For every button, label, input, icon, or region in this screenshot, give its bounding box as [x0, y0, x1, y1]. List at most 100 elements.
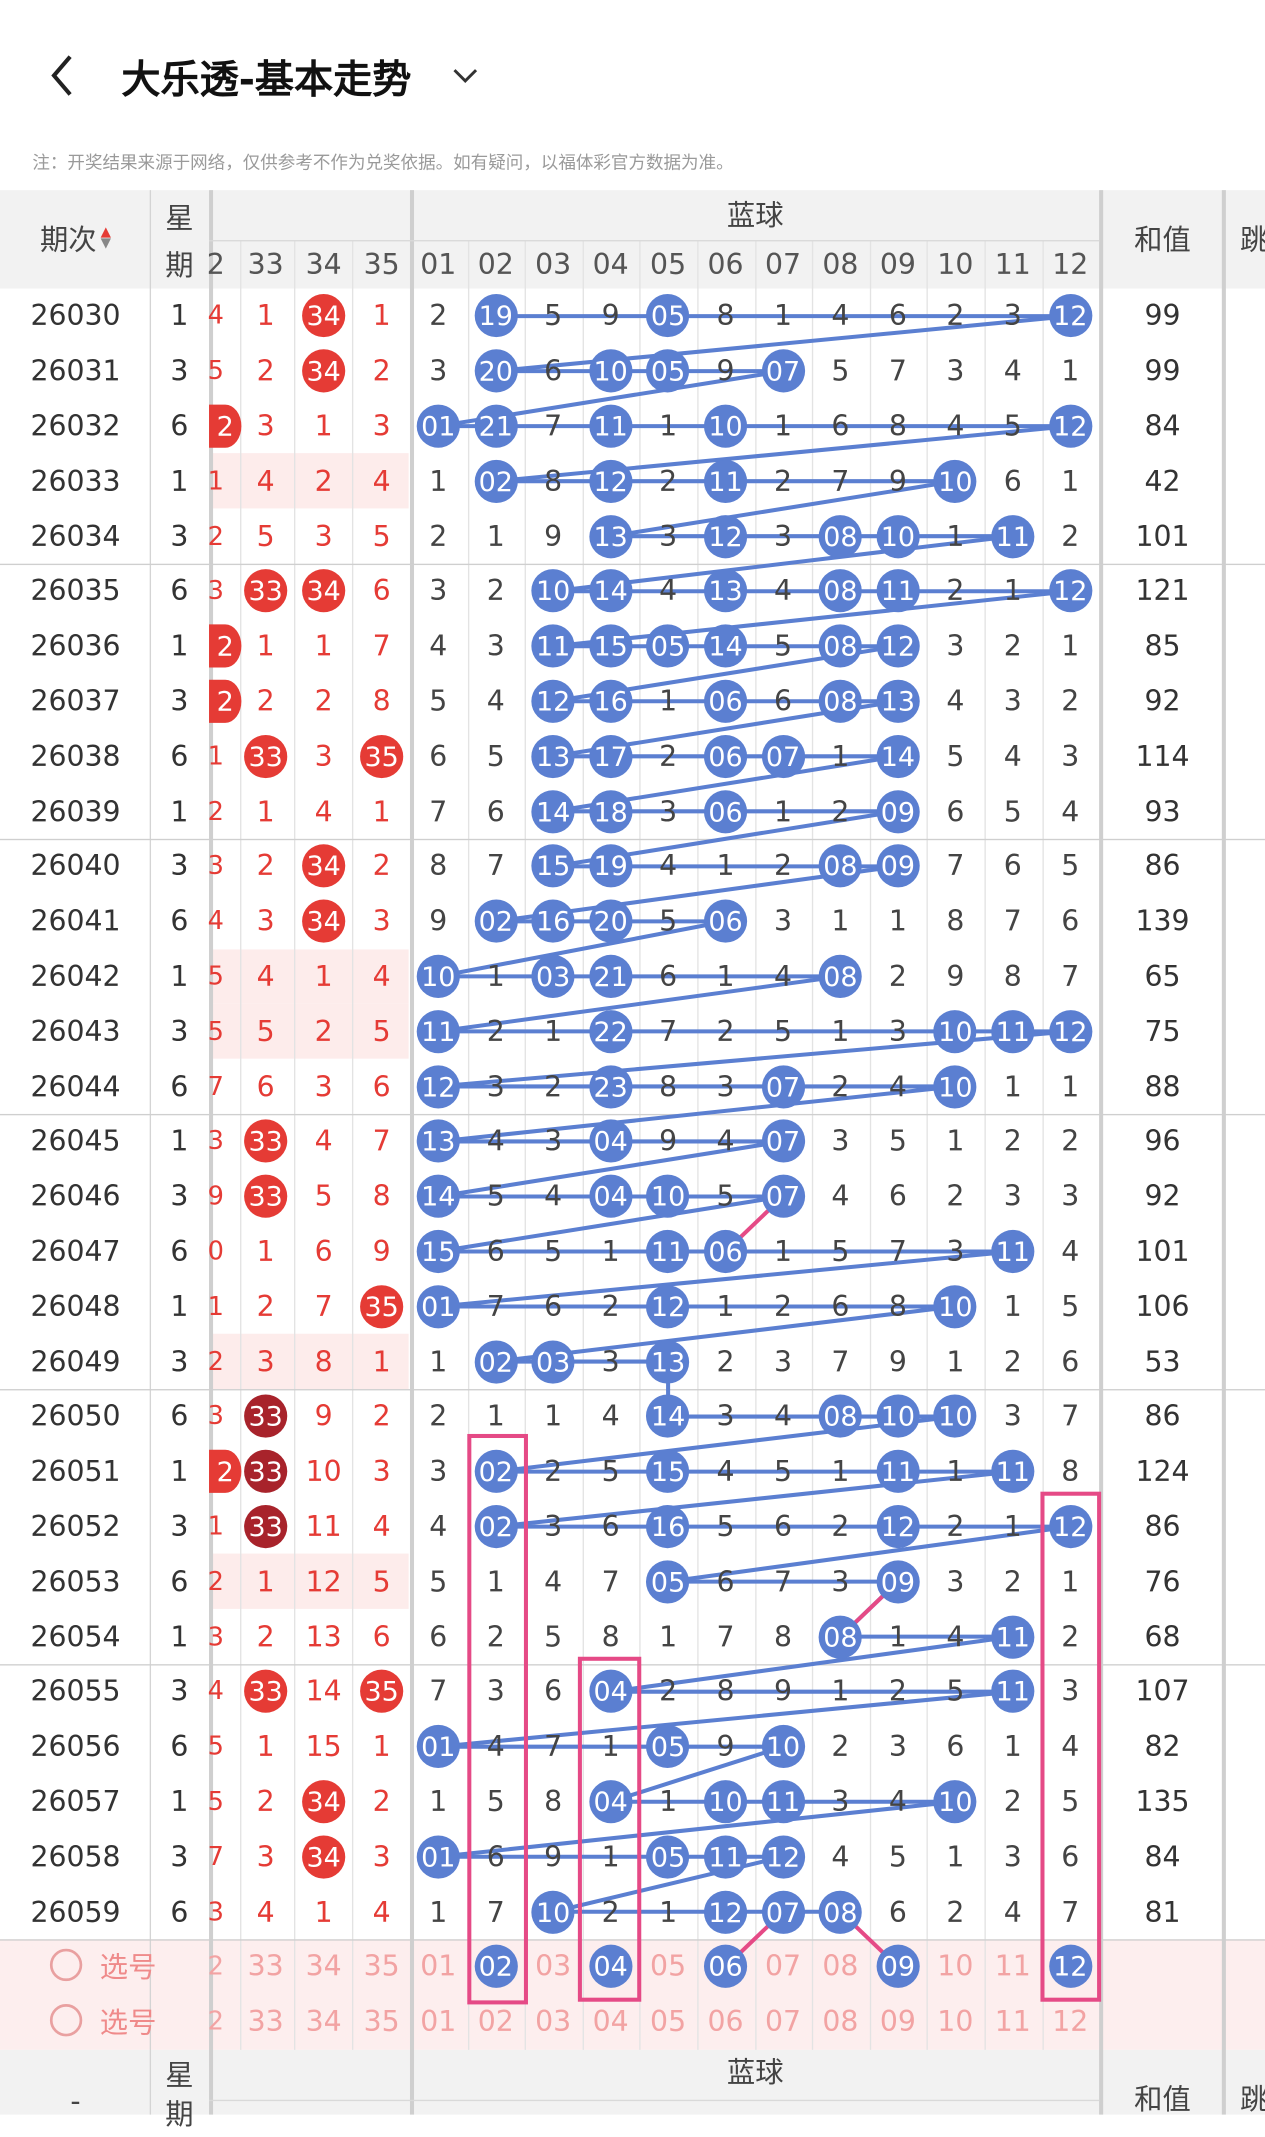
blue-miss-cell: 2 [1061, 520, 1080, 553]
week-cell: 1 [170, 1620, 189, 1653]
week-cell: 6 [170, 905, 189, 938]
red-edge-cell: 1 [207, 1511, 224, 1542]
blue-ball: 04 [589, 1780, 633, 1824]
blue-miss-cell: 1 [601, 1730, 620, 1763]
select-blue-option[interactable]: 07 [764, 1950, 802, 1983]
sum-cell: 53 [1144, 1345, 1181, 1378]
blue-miss-cell: 1 [486, 960, 505, 993]
blue-miss-cell: 4 [659, 575, 678, 608]
blue-ball: 12 [1048, 404, 1092, 448]
blue-miss-cell: 8 [716, 1675, 735, 1708]
back-button[interactable] [40, 51, 89, 100]
blue-miss-cell: 7 [486, 1290, 505, 1323]
blue-ball: 08 [818, 514, 863, 558]
sum-cell: 65 [1144, 960, 1181, 993]
blue-ball: 05 [646, 349, 690, 393]
select-red-option: 34 [305, 2005, 342, 2038]
sum-cell: 99 [1144, 354, 1181, 388]
blue-miss-cell: 2 [716, 1015, 735, 1048]
select-blue-option[interactable]: 08 [822, 1950, 859, 1983]
week-cell: 3 [170, 1345, 189, 1378]
blue-ball: 02 [474, 1449, 518, 1494]
blue-miss-cell: 1 [486, 1565, 505, 1598]
footer-week-line2: 期 [165, 2097, 194, 2131]
blue-miss-cell: 2 [773, 1290, 793, 1323]
select-blue-option[interactable]: 11 [994, 1950, 1031, 1983]
select-blue-option[interactable]: 01 [420, 1950, 457, 1983]
select-blue-option[interactable]: 03 [535, 2005, 572, 2038]
blue-miss-cell: 5 [831, 1235, 850, 1268]
blue-miss-cell: 3 [429, 1455, 448, 1488]
red-column-header: 2 [206, 248, 225, 281]
select-blue-option[interactable]: 02 [477, 2005, 514, 2038]
blue-miss-cell: 6 [888, 1895, 907, 1928]
blue-ball: 15 [646, 1449, 690, 1494]
period-cell: 26058 [30, 1840, 121, 1873]
blue-miss-cell: 7 [716, 1620, 735, 1653]
blue-miss-cell: 7 [659, 1015, 678, 1048]
title-dropdown-button[interactable] [449, 62, 481, 89]
blue-miss-cell: 4 [773, 960, 793, 993]
blue-miss-cell: 1 [716, 850, 735, 883]
selected-blue-ball[interactable]: 02 [474, 1945, 518, 1989]
selected-blue-ball[interactable]: 09 [876, 1945, 920, 1989]
blue-miss-cell: 2 [1003, 630, 1022, 663]
week-cell: 6 [170, 409, 189, 443]
red-edge-cell: 1 [207, 1291, 224, 1322]
blue-miss-cell: 8 [888, 409, 907, 443]
week-cell: 6 [170, 1400, 189, 1433]
blue-miss-cell: 5 [773, 630, 793, 663]
select-blue-option[interactable]: 05 [650, 1950, 687, 1983]
trend-table: 期次▲▼星期蓝球和值跳23334350102030405060708091011… [0, 190, 1265, 2130]
blue-ball: 07 [761, 1064, 805, 1109]
blue-miss-cell: 1 [486, 520, 505, 553]
selected-blue-ball[interactable]: 12 [1048, 1945, 1092, 1989]
select-blue-option[interactable]: 05 [650, 2005, 687, 2038]
select-blue-option[interactable]: 01 [420, 2005, 457, 2038]
select-blue-option[interactable]: 12 [1052, 2005, 1089, 2038]
select-blue-option[interactable]: 07 [764, 2005, 802, 2038]
select-radio[interactable] [49, 2004, 83, 2037]
red-miss-cell: 3 [372, 905, 391, 938]
sort-icon[interactable]: ▲ ▼ [100, 225, 112, 251]
blue-miss-cell: 2 [486, 1015, 505, 1048]
red-miss-cell: 1 [372, 795, 391, 828]
red-miss-cell: 3 [372, 1455, 391, 1488]
blue-ball: 11 [991, 514, 1035, 558]
grid-column-divider [209, 190, 214, 2115]
blue-miss-cell: 1 [544, 1400, 563, 1433]
select-blue-option[interactable]: 06 [707, 2005, 744, 2038]
blue-ball: 15 [589, 624, 633, 668]
blue-ball: 06 [703, 789, 748, 833]
blue-miss-cell: 7 [601, 1565, 620, 1598]
blue-miss-cell: 3 [486, 630, 505, 663]
select-blue-option[interactable]: 10 [937, 1950, 974, 1983]
trend-line [610, 1634, 1014, 1694]
select-blue-option[interactable]: 11 [994, 2005, 1031, 2038]
blue-ball: 10 [761, 1725, 805, 1769]
select-blue-option[interactable]: 04 [592, 2005, 629, 2038]
blue-miss-cell: 8 [716, 299, 735, 333]
select-blue-option[interactable]: 08 [822, 2005, 859, 2038]
period-cell: 26056 [30, 1730, 121, 1763]
blue-ball: 11 [589, 404, 633, 448]
selected-blue-ball[interactable]: 04 [589, 1945, 633, 1989]
blue-miss-cell: 6 [888, 1180, 907, 1213]
select-blue-option[interactable]: 09 [879, 2005, 916, 2038]
blue-miss-cell: 2 [1003, 1785, 1022, 1818]
blue-miss-cell: 9 [946, 960, 965, 993]
blue-miss-cell: 3 [716, 1070, 735, 1103]
red-miss-cell: 3 [256, 1840, 275, 1873]
select-radio[interactable] [49, 1949, 83, 1982]
blue-ball: 03 [531, 1339, 575, 1384]
blue-column-header: 11 [994, 248, 1031, 281]
selected-blue-ball[interactable]: 06 [703, 1945, 748, 1989]
blue-miss-cell: 1 [888, 1620, 907, 1653]
grid-column-divider [582, 240, 584, 2050]
week-header-line2: 期 [165, 249, 194, 282]
select-blue-option[interactable]: 10 [937, 2005, 974, 2038]
select-blue-option[interactable]: 03 [535, 1950, 572, 1983]
period-cell: 26030 [30, 299, 121, 333]
footer-partial-header: 跳 [1234, 2074, 1265, 2123]
blue-miss-cell: 6 [544, 1675, 563, 1708]
